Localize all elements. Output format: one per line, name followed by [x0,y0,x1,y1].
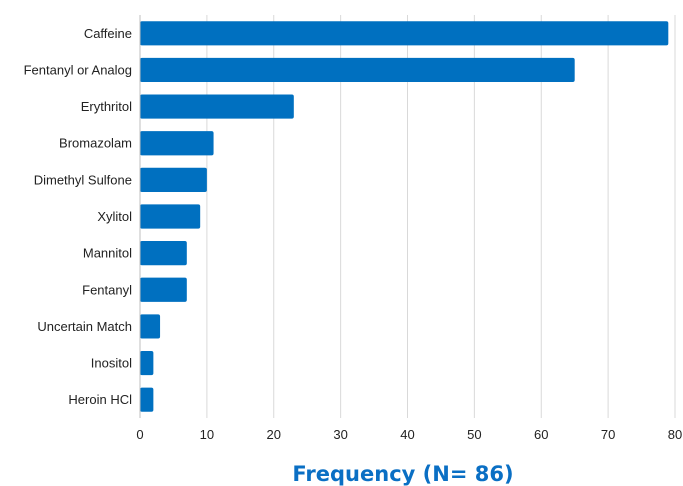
category-label: Fentanyl or Analog [24,62,132,77]
bar [140,241,187,266]
category-label: Heroin HCl [68,392,132,407]
gridlines [206,15,676,418]
x-tick-label: 70 [601,427,615,442]
x-tick-label: 80 [668,427,682,442]
x-tick-label: 40 [400,427,414,442]
x-axis-title: Frequency (N= 86) [292,462,513,486]
category-label: Dimethyl Sulfone [34,172,132,187]
x-tick-label: 50 [467,427,481,442]
bar [140,314,161,339]
bar [140,131,214,156]
bar [140,21,669,46]
category-label: Caffeine [84,26,132,41]
category-labels: Caffeine Fentanyl or Analog Erythritol Brom… [24,26,133,407]
category-label: Mannitol [83,246,132,261]
bar [140,204,201,229]
x-tick-label: 10 [200,427,214,442]
bars [140,21,669,412]
category-label: Bromazolam [59,136,132,151]
bar [140,387,154,412]
category-label: Erythritol [81,99,132,114]
bar [140,350,154,376]
x-tick-labels: 0 10 20 30 40 50 60 70 80 [136,427,682,442]
x-tick-label: 0 [136,427,143,442]
bar [140,277,187,302]
bar [140,57,575,83]
x-tick-label: 60 [534,427,548,442]
category-label: Uncertain Match [37,319,132,334]
bar [140,94,294,119]
x-tick-label: 20 [267,427,281,442]
category-label: Inositol [91,356,132,371]
category-label: Xylitol [97,209,132,224]
bar [140,167,207,192]
x-tick-label: 30 [333,427,347,442]
category-label: Fentanyl [82,282,132,297]
